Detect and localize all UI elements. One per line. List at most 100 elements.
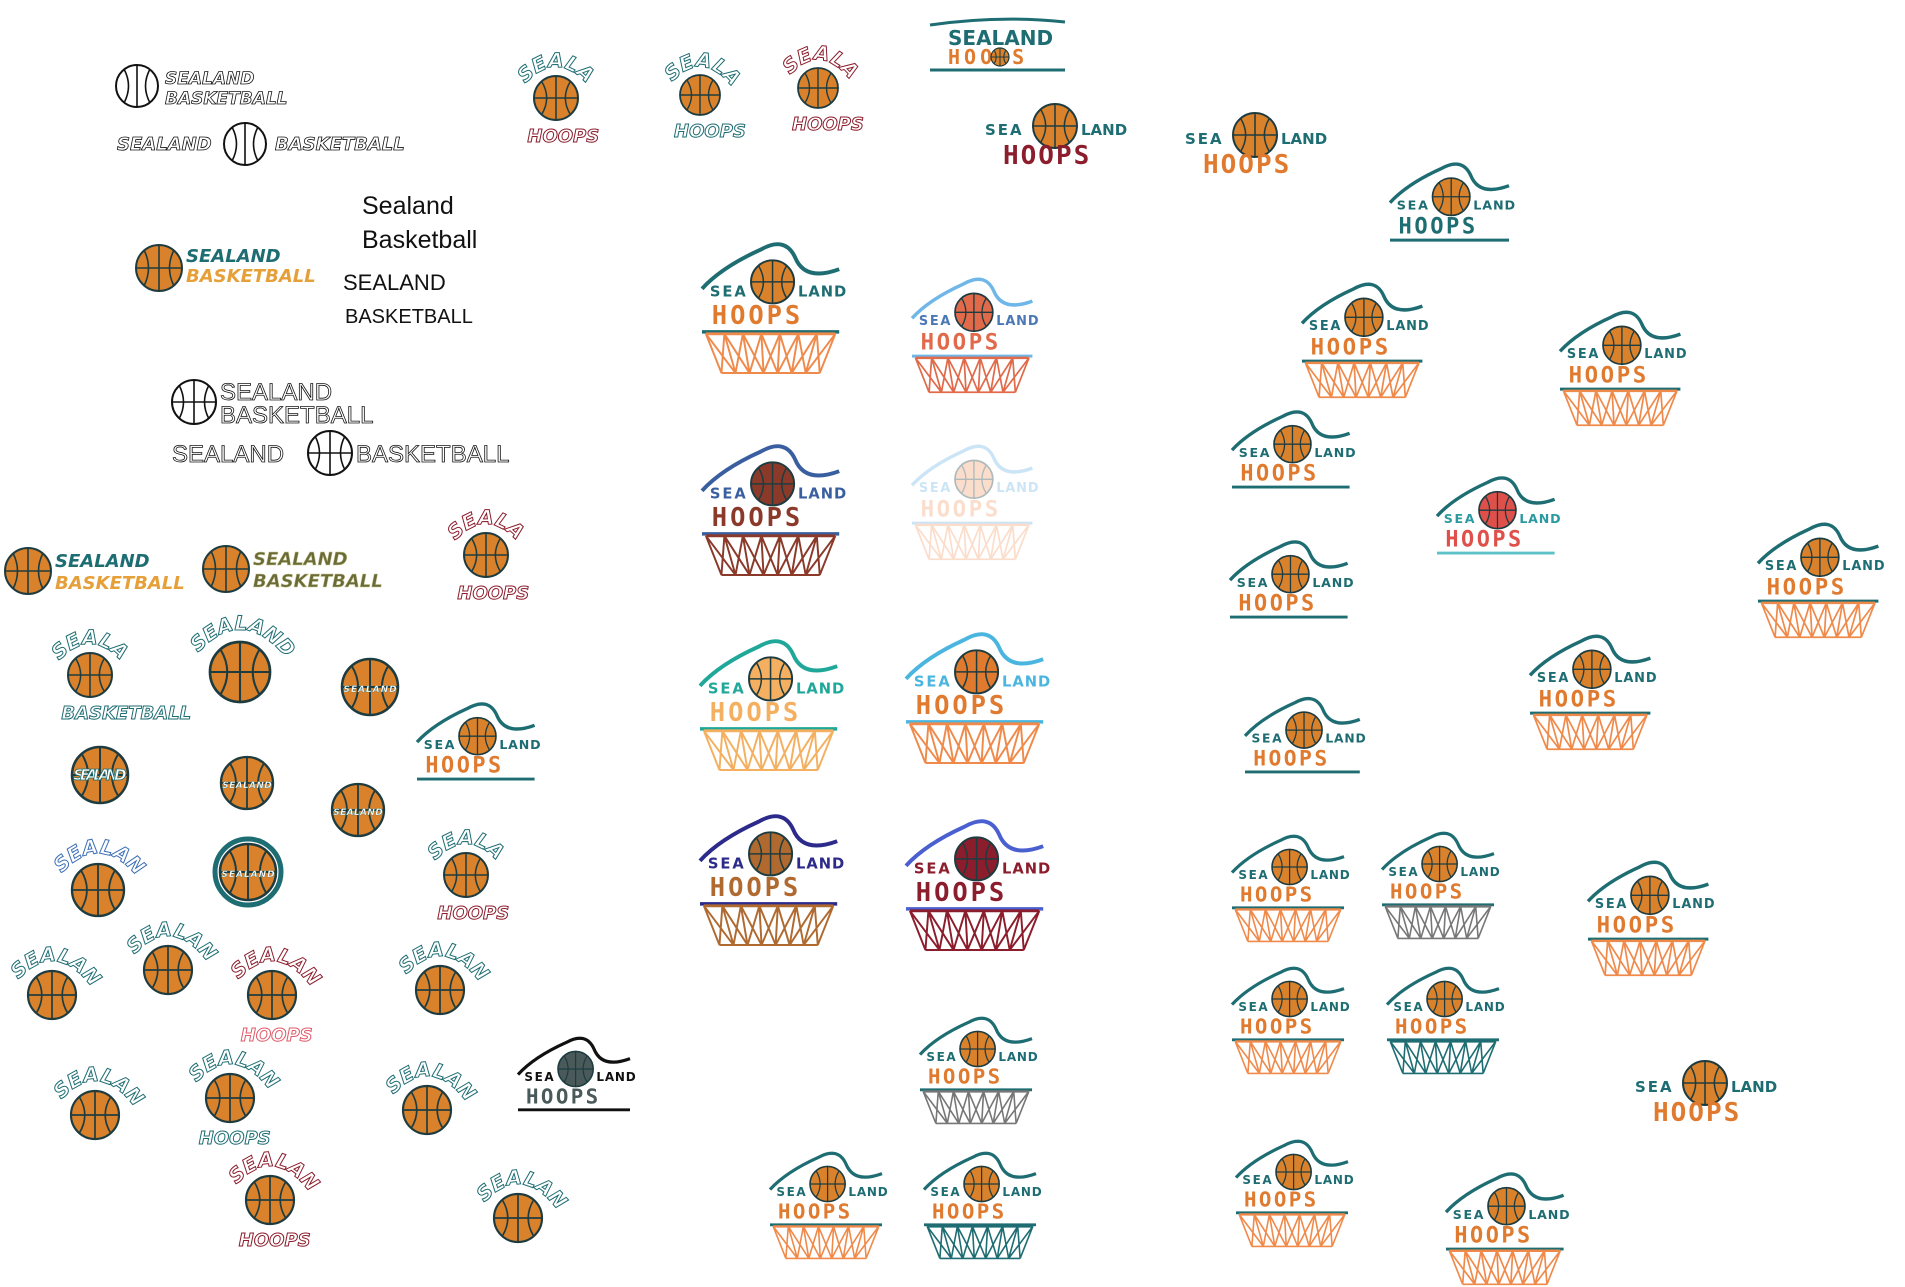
hoops-word: HOOPS [526, 1084, 601, 1108]
script-ball-logo: SEALAND HOOPS [0, 0, 746, 143]
land-word: LAND [1465, 1000, 1505, 1014]
sealand-word: SEALAND [221, 870, 275, 880]
hoop-net-icon [1448, 1249, 1562, 1286]
land-word: LAND [1644, 347, 1687, 362]
basketball-icon [1273, 424, 1312, 464]
wave-icon [1243, 696, 1361, 737]
land-word: LAND [1310, 1000, 1350, 1014]
basketball-icon [1431, 177, 1471, 217]
hoops-word: HOOPS [1454, 1223, 1532, 1248]
land-word: LAND [1842, 559, 1885, 574]
hoops-word: HOOPS [1240, 1014, 1315, 1038]
wave-icon [910, 277, 1033, 320]
land-word: LAND [1314, 445, 1356, 460]
hoop-net-icon [922, 1090, 1030, 1125]
basketball-icon [1487, 1186, 1526, 1226]
basketball-word: BASKETBALL [253, 571, 383, 592]
wave-icon [1230, 410, 1351, 452]
land-word: LAND [798, 486, 847, 503]
land-word: LAND [1460, 865, 1500, 879]
land-word: LAND [848, 1185, 888, 1199]
land-word: LAND [1614, 671, 1657, 686]
hoops-word: HOOPS [712, 503, 803, 533]
wave-icon [1558, 310, 1681, 353]
hoops-word: HOOPS [1253, 746, 1329, 771]
basketball-icon [1572, 649, 1612, 690]
hoop-net-icon [705, 332, 837, 375]
hoop-net-icon [1590, 939, 1706, 977]
basketball-icon [26, 969, 78, 1021]
svg-text:SEA: SEA [1185, 130, 1224, 148]
land-word: LAND [1002, 1185, 1042, 1199]
land-word: LAND [1314, 1173, 1354, 1187]
wave-icon [698, 639, 838, 688]
hoop-net-icon [705, 534, 837, 577]
sealand-word: SEALAND [343, 685, 397, 695]
plain-basketball-caps: BASKETBALL [345, 306, 473, 328]
svg-text:HOOPS: HOOPS [1653, 1098, 1741, 1128]
wave-icon [1385, 966, 1500, 1006]
sealand-word: SEALAND [73, 766, 126, 784]
land-word: LAND [1002, 674, 1051, 691]
hoop-net-icon [772, 1225, 880, 1260]
basketball-icon [750, 461, 796, 507]
sealand-word: SEALAND [0, 0, 746, 90]
hoops-word: HOOPS [916, 878, 1007, 908]
svg-text:HOOPS: HOOPS [1203, 150, 1291, 180]
sub-word: HOOPS [792, 114, 864, 135]
sealand-word: SEALAND [0, 0, 529, 544]
land-word: LAND [1386, 319, 1429, 334]
sea-word: SEA [1567, 347, 1600, 362]
land-word: LAND [796, 681, 845, 698]
sealand-word: SEALAND [948, 26, 1053, 50]
basketball-icon [1682, 1060, 1728, 1106]
wave-icon [1230, 834, 1345, 874]
sub-word: HOOPS [239, 1230, 311, 1251]
wave-icon [700, 444, 840, 493]
basketball-icon [809, 1165, 846, 1203]
basketball-icon [1800, 537, 1840, 578]
sealand-word: SEALAND [0, 0, 509, 864]
sealand-word: SEALAND [172, 441, 284, 468]
sea-word: SEA [710, 486, 748, 503]
hoop-net-icon [909, 909, 1041, 952]
sea-word: SEA [710, 284, 748, 301]
hoops-word: HOOPS [1445, 527, 1523, 552]
basketball-icon [208, 640, 272, 704]
sea-word: SEA [524, 1070, 555, 1084]
wave-icon [1228, 540, 1349, 582]
sealand-word: SEALAND [0, 0, 150, 879]
sealand-word: SEALAND [220, 379, 332, 406]
land-word: LAND [998, 1050, 1038, 1064]
hoop-net-icon [703, 904, 835, 947]
basketball-icon [330, 782, 386, 838]
sea-word: SEA [1309, 319, 1342, 334]
sub-word: HOOPS [241, 1025, 313, 1046]
basketball-word: BASKETBALL [275, 134, 405, 155]
sea-word: SEA [930, 1185, 961, 1199]
wave-icon [1234, 1139, 1349, 1179]
wave-icon [1380, 831, 1495, 871]
sub-word: HOOPS [199, 1128, 271, 1149]
basketball-icon [401, 1084, 453, 1136]
basketball-word: BASKETBALL [356, 441, 509, 468]
sea-word: SEA [914, 674, 952, 691]
basketball-word: BASKETBALL [220, 402, 373, 429]
land-word: LAND [499, 737, 541, 752]
wave-icon [922, 1151, 1037, 1191]
basketball-icon [458, 716, 497, 756]
sea-word: SEA [1393, 1000, 1424, 1014]
basketball-icon [223, 122, 267, 166]
sea-word: SEA [1397, 199, 1430, 214]
basketball-icon [748, 831, 794, 877]
basketball-icon [1426, 980, 1463, 1018]
